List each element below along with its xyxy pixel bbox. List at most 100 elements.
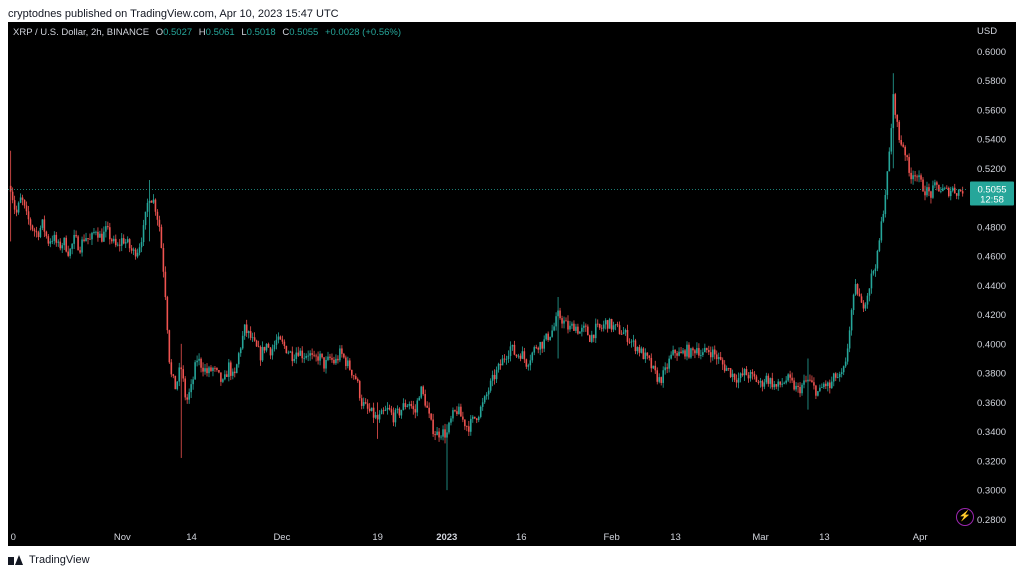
x-tick-label: 14 — [186, 532, 197, 543]
candle-body — [565, 320, 567, 322]
candle-body — [307, 355, 309, 357]
candle-body — [559, 310, 561, 319]
candle-body — [688, 344, 690, 358]
candle-body — [700, 355, 702, 356]
candle-body — [775, 384, 778, 387]
y-tick-label: 0.5200 — [977, 164, 1006, 175]
candle-body — [343, 353, 345, 358]
candle-body — [352, 375, 355, 377]
candle-body — [844, 361, 847, 367]
candle-body — [39, 227, 42, 238]
candle-body — [589, 335, 591, 342]
candle-body — [396, 408, 399, 410]
candle-body — [33, 229, 36, 232]
lightning-icon[interactable]: ⚡ — [956, 508, 974, 526]
candle-body — [251, 337, 254, 339]
candle-body — [61, 245, 64, 249]
candle-body — [888, 151, 891, 172]
candle-body — [299, 350, 302, 356]
candle-body — [882, 214, 885, 222]
candlestick-chart[interactable]: USD 0.2800 0.3000 0.3200 0.3400 0.3600 0.3800 0… — [8, 22, 1016, 546]
candle-body — [132, 249, 135, 251]
candle-body — [144, 211, 147, 226]
candle-body — [444, 429, 446, 438]
candle-body — [204, 368, 206, 372]
candle-body — [819, 387, 821, 392]
candle-body — [926, 187, 928, 196]
candle-body — [910, 172, 912, 180]
candle-body — [951, 187, 954, 191]
candle-body — [495, 369, 498, 380]
candle-body — [105, 226, 107, 232]
candle-body — [874, 268, 877, 272]
symbol-name[interactable]: XRP / U.S. Dollar, 2h, BINANCE — [13, 27, 150, 38]
candle-body — [830, 381, 833, 389]
candle-body — [596, 323, 599, 325]
candle-body — [622, 332, 625, 335]
y-tick-label: 0.4800 — [977, 222, 1006, 233]
candle-body — [97, 231, 99, 238]
candle-body — [11, 191, 14, 201]
candle-body — [581, 327, 583, 332]
candle-body — [295, 352, 298, 359]
candle-body — [914, 175, 916, 177]
candle-body — [604, 320, 607, 325]
open-label: O — [155, 27, 164, 38]
candle-body — [916, 176, 918, 178]
y-tick-label: 0.4200 — [977, 310, 1006, 321]
candle-body — [616, 324, 619, 326]
candle-body — [327, 356, 329, 360]
candle-body — [884, 195, 887, 215]
candle-body — [529, 360, 532, 366]
candle-body — [662, 370, 664, 383]
y-tick-label: 0.5600 — [977, 105, 1006, 116]
candle-body — [862, 302, 865, 309]
candle-body — [823, 383, 825, 388]
candle-body — [354, 376, 357, 380]
candle-body — [462, 416, 464, 420]
candle-body — [519, 355, 522, 359]
x-tick-label: Apr — [913, 532, 928, 543]
candle-body — [511, 344, 514, 347]
candle-body — [856, 284, 859, 294]
candle-body — [112, 238, 115, 242]
candle-body — [479, 406, 482, 417]
candle-body — [404, 403, 407, 407]
candle-body — [378, 414, 381, 420]
y-tick-label: 0.4600 — [977, 252, 1006, 263]
candle-body — [103, 231, 105, 242]
last-price-tag — [970, 181, 1014, 206]
candle-body — [598, 323, 601, 328]
candle-body — [936, 182, 938, 185]
candle-body — [126, 239, 129, 243]
candle-body — [487, 390, 490, 395]
candle-body — [89, 238, 91, 240]
symbol-legend: XRP / U.S. Dollar, 2h, BINANCE O0.5027 H… — [13, 27, 401, 38]
candle-body — [577, 326, 579, 334]
candle-body — [828, 382, 831, 389]
candle-body — [737, 378, 740, 383]
candle-body — [696, 348, 698, 354]
candle-body — [128, 239, 131, 249]
candle-body — [71, 243, 73, 249]
chart-area[interactable]: USD 0.2800 0.3000 0.3200 0.3400 0.3600 0.3800 0… — [8, 22, 1016, 546]
candle-body — [91, 232, 93, 240]
candle-body — [797, 385, 799, 387]
high-label: H — [198, 27, 206, 38]
candle-body — [836, 377, 839, 378]
candle-body — [166, 297, 169, 331]
candle-body — [628, 341, 631, 343]
candle-body — [727, 368, 730, 369]
candle-body — [709, 352, 712, 358]
candle-body — [255, 340, 258, 347]
candle-body — [124, 242, 127, 244]
low-value: 0.5018 — [246, 27, 276, 38]
candle-body — [337, 358, 339, 361]
candle-body — [654, 365, 657, 371]
candle-body — [942, 188, 944, 192]
candle-body — [323, 357, 325, 369]
candle-body — [192, 379, 194, 385]
candle-body — [402, 403, 405, 410]
candle-body — [753, 373, 756, 377]
candle-body — [222, 379, 224, 382]
